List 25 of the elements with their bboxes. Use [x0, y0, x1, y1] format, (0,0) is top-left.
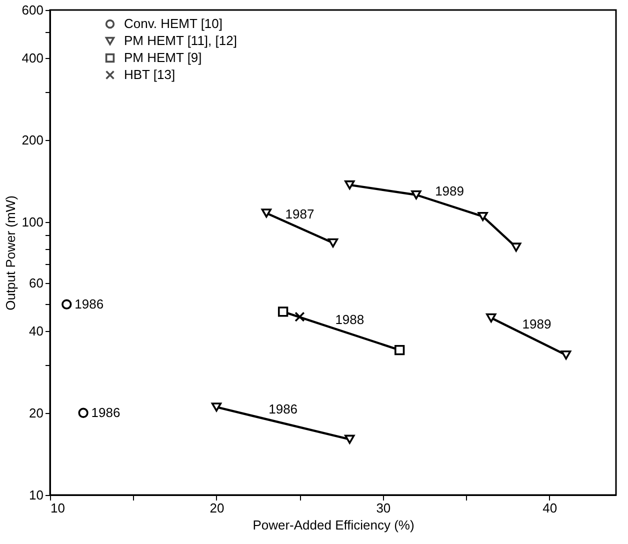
legend-label: HBT [13] — [124, 67, 176, 82]
y-tick-label: 600 — [22, 2, 44, 18]
legend-label: PM HEMT [11], [12] — [124, 33, 237, 48]
x-tick-label: 10 — [50, 500, 65, 516]
annotation: 1989 — [435, 184, 464, 199]
y-tick-label: 20 — [29, 405, 44, 420]
legend-label: Conv. HEMT [10] — [124, 16, 222, 31]
annotation: 1986 — [91, 404, 120, 420]
annotation: 1987 — [285, 206, 314, 222]
y-tick-label: 10 — [29, 488, 44, 502]
x-tick-label: 20 — [210, 500, 224, 516]
annotation: 1986 — [268, 401, 298, 416]
x-tick-label: 40 — [542, 500, 558, 516]
x-tick-label: 30 — [376, 500, 391, 516]
y-tick-label: 100 — [22, 214, 44, 230]
y-tick-label: 200 — [22, 132, 44, 148]
annotation: 1986 — [74, 296, 104, 312]
y-tick-label: 60 — [29, 275, 44, 290]
y-tick-label: 400 — [22, 50, 44, 66]
annotation: 1988 — [335, 312, 364, 327]
legend-label: PM HEMT [9] — [124, 50, 202, 65]
y-tick-label: 40 — [29, 323, 44, 338]
y-axis-title: Output Power (mW) — [2, 196, 18, 310]
annotation: 1989 — [522, 316, 552, 332]
x-axis-title: Power-Added Efficiency (%) — [252, 518, 414, 532]
